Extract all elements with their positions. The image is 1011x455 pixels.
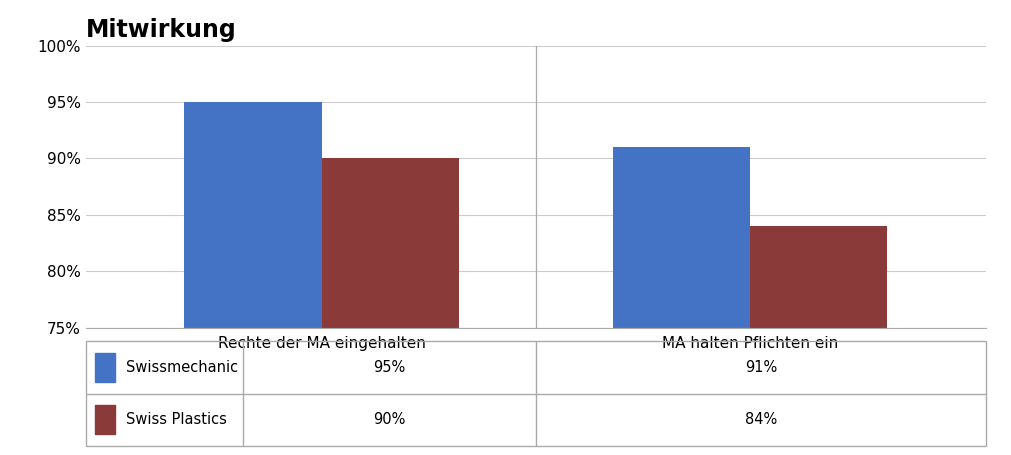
- Text: Swissmechanic: Swissmechanic: [125, 360, 238, 375]
- Text: Mitwirkung: Mitwirkung: [86, 18, 237, 42]
- Text: Swiss Plastics: Swiss Plastics: [125, 412, 226, 427]
- Text: 84%: 84%: [745, 412, 776, 427]
- Bar: [613, 147, 750, 455]
- Bar: [95, 353, 114, 382]
- Text: 91%: 91%: [745, 360, 776, 375]
- Bar: [184, 102, 321, 455]
- Bar: [750, 226, 888, 455]
- Bar: [95, 405, 114, 435]
- Text: 90%: 90%: [373, 412, 405, 427]
- Text: 95%: 95%: [373, 360, 405, 375]
- Bar: [321, 158, 459, 455]
